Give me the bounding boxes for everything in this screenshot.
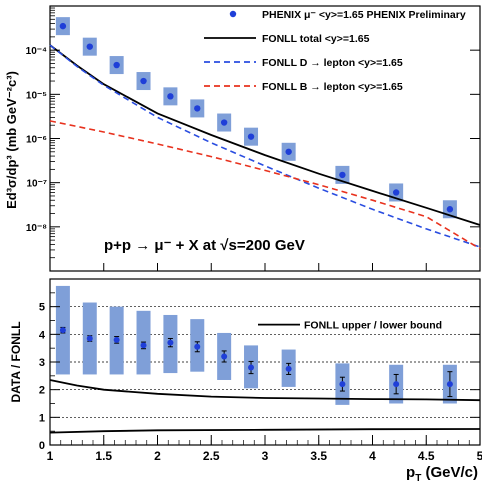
legend-label-data: PHENIX μ⁻ <y>=1.65 PHENIX Preliminary (262, 9, 466, 21)
bottom-curve-lower (49, 428, 481, 434)
bottom-y-tick-label: 5 (39, 302, 45, 314)
top-y-axis-ticks: 10⁻⁴ 10⁻⁵ 10⁻⁶ 10⁻⁷ 10⁻⁸ (26, 7, 480, 259)
top-data-point (220, 119, 228, 126)
bottom-ratio-point (339, 381, 346, 388)
top-data-points (59, 22, 454, 213)
bottom-x-tick-label: 3.5 (310, 449, 327, 463)
top-y-tick-label: 10⁻⁴ (26, 46, 47, 57)
bottom-y-tick-label: 3 (39, 357, 45, 369)
bottom-y-tick-label: 1 (39, 412, 45, 424)
legend-label-b: FONLL B → lepton <y>=1.65 (262, 81, 403, 93)
top-theory-curves (49, 44, 481, 250)
top-data-point (113, 61, 120, 69)
top-data-point (247, 133, 255, 140)
top-plot-frame (49, 5, 481, 272)
collision-annotation: p+p → μ⁻ + X at √s=200 GeV (104, 237, 305, 254)
top-data-point (140, 77, 147, 85)
bottom-ratio-point (86, 335, 93, 342)
top-curve-d (49, 44, 481, 248)
legend-label-d: FONLL D → lepton <y>=1.65 (262, 57, 403, 69)
top-data-point (86, 43, 93, 50)
top-y-axis-label: Ed³σ/dp³ (mb GeV⁻²c³) (4, 71, 19, 209)
legend-label-band: FONLL upper / lower bound (304, 320, 442, 332)
top-data-point (194, 105, 201, 112)
bottom-curve-upper (49, 379, 481, 402)
bottom-x-tick-label: 2.5 (203, 449, 220, 463)
bottom-x-tick-label: 2 (154, 449, 161, 463)
bottom-ratio-point (59, 327, 66, 334)
bottom-x-tick-label: 3 (262, 449, 269, 463)
bottom-x-axis-ticks: 1 1.5 2 2.5 3 3.5 4 4.5 5 (47, 435, 482, 463)
bottom-legend: FONLL upper / lower bound (258, 320, 442, 332)
top-panel: 10⁻⁴ 10⁻⁵ 10⁻⁶ 10⁻⁷ 10⁻⁸ PHENIX μ⁻ <y>=1.65 … (4, 5, 481, 272)
top-legend: PHENIX μ⁻ <y>=1.65 PHENIX Preliminary FON… (204, 9, 466, 93)
bottom-x-tick-label: 4.5 (418, 449, 435, 463)
top-curve-total (49, 44, 481, 226)
top-data-point (446, 206, 454, 213)
top-y-tick-label: 10⁻⁷ (26, 179, 47, 190)
top-y-tick-label: 10⁻⁸ (26, 223, 47, 234)
bottom-y-tick-label: 0 (39, 440, 45, 452)
bottom-ratio-point (194, 343, 201, 350)
top-data-point (339, 171, 346, 179)
bottom-y-tick-label: 2 (39, 385, 45, 397)
bottom-bound-curves (49, 379, 481, 434)
bottom-ratio-point (221, 353, 228, 360)
bottom-y-axis-ticks: 0 1 2 3 4 5 (39, 292, 480, 452)
bottom-x-tick-label: 4 (369, 449, 376, 463)
top-y-tick-label: 10⁻⁶ (26, 135, 47, 146)
bottom-ratio-points (59, 326, 453, 398)
x-axis-label: pT (GeV/c) (406, 464, 478, 484)
top-systematic-boxes (55, 17, 457, 219)
bottom-x-tick-label: 5 (477, 449, 482, 463)
legend-marker-data (229, 10, 237, 18)
bottom-x-tick-label: 1 (47, 449, 54, 463)
top-x-axis-ticks (49, 263, 481, 271)
bottom-ratio-point (285, 365, 292, 372)
bottom-ratio-point (248, 364, 255, 371)
bottom-ratio-point (113, 336, 120, 343)
bottom-ratio-point (446, 381, 453, 388)
bottom-x-tick-label: 1.5 (95, 449, 112, 463)
top-data-point (392, 189, 400, 196)
bottom-ratio-point (167, 339, 174, 346)
top-data-point (285, 148, 292, 155)
top-y-tick-label: 10⁻⁵ (26, 90, 47, 101)
legend-label-total: FONLL total <y>=1.65 (262, 33, 370, 45)
bottom-ratio-point (393, 381, 400, 388)
top-curve-b (49, 120, 481, 250)
bottom-y-axis-label: DATA / FONLL (9, 321, 23, 402)
top-data-point (59, 22, 67, 30)
bottom-y-tick-label: 4 (39, 329, 46, 341)
bottom-ratio-point (140, 342, 147, 349)
top-data-point (167, 93, 174, 100)
